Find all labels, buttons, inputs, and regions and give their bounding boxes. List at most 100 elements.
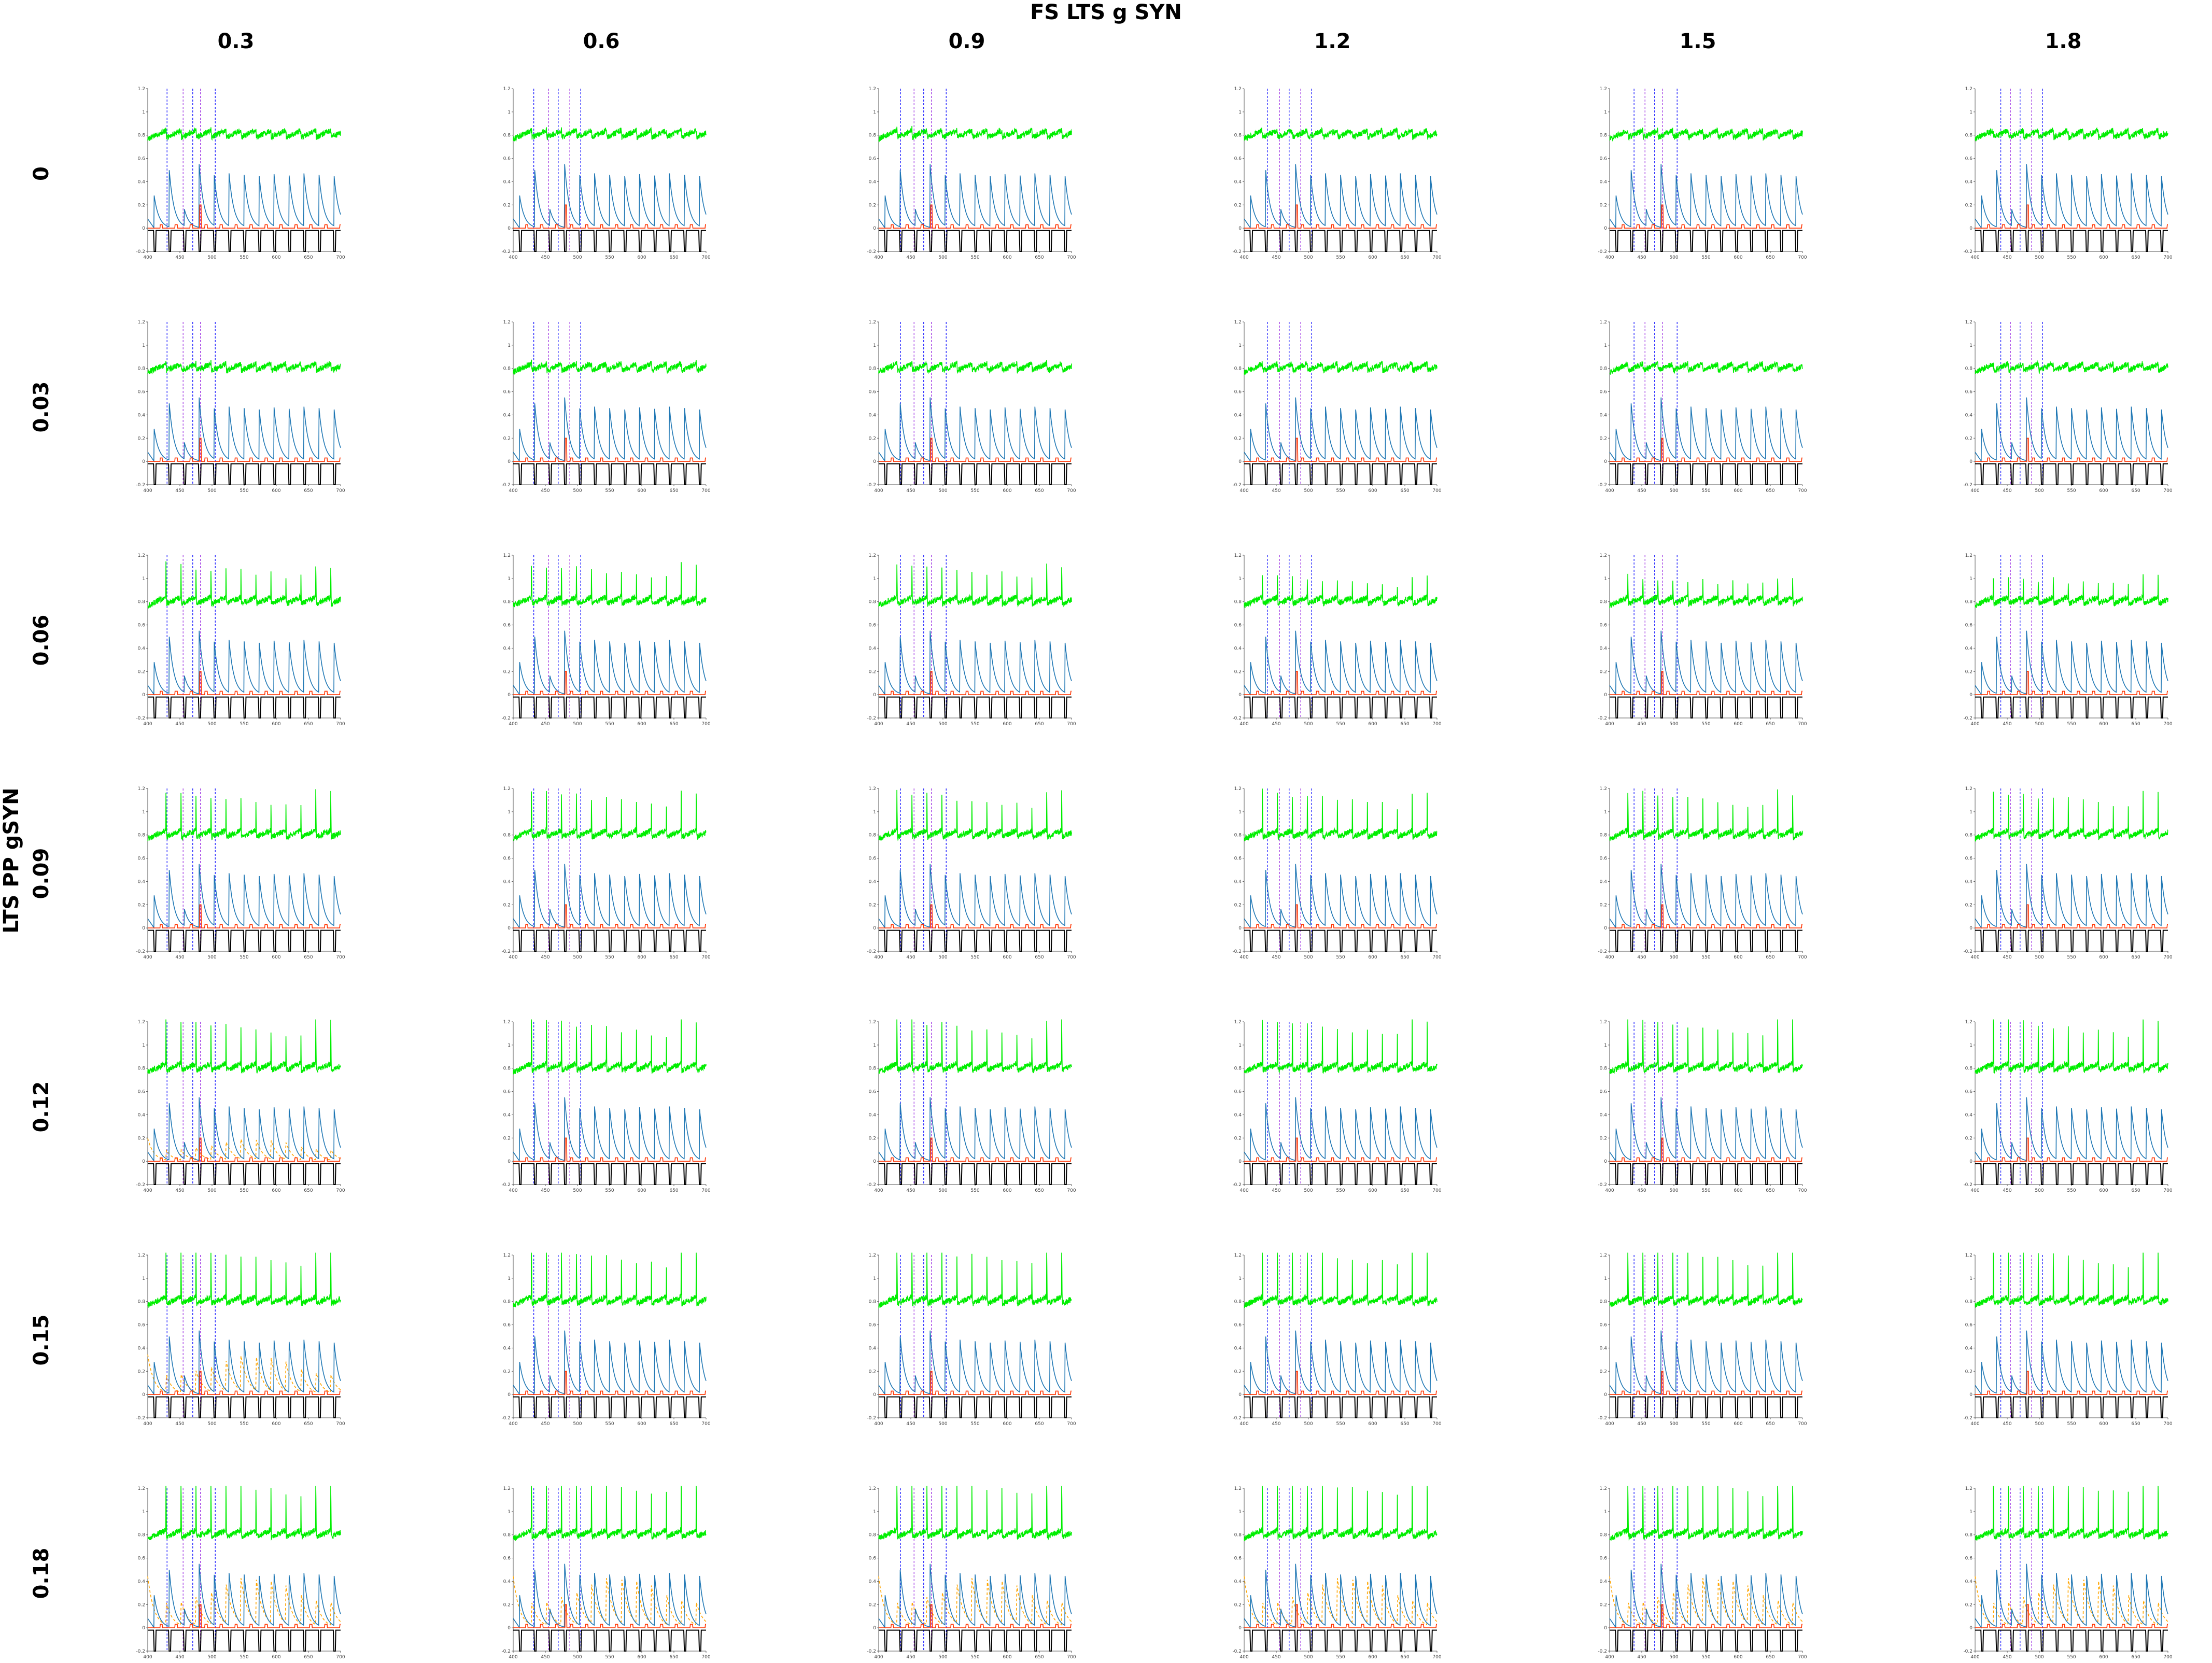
- green-trace: [1244, 126, 1438, 141]
- green-trace: [878, 1019, 1072, 1074]
- x-tick-label: 650: [304, 722, 313, 727]
- x-tick-label: 700: [2163, 722, 2172, 727]
- x-tick-label: 650: [669, 722, 678, 727]
- x-tick-label: 400: [1605, 1188, 1614, 1193]
- red-trace: [879, 1137, 1072, 1162]
- y-tick-label: 1.2: [1234, 1486, 1242, 1491]
- blue-trace: [513, 864, 707, 929]
- x-tick-label: 550: [239, 1655, 248, 1660]
- y-tick-label: 0.6: [1600, 623, 1608, 628]
- axes-frame: [878, 88, 1072, 251]
- y-tick-label: 0.8: [1600, 1066, 1608, 1071]
- y-tick-label: 1: [142, 1276, 145, 1281]
- panel-plot: -0.2 0 0.2 0.4 0.6 0.8 1 1.2 400 450 500 550 600 650 7…: [1598, 87, 1807, 260]
- y-tick-label: 1: [508, 809, 511, 814]
- y-tick-label: 0: [873, 459, 876, 464]
- y-tick-label: 0.6: [1965, 1556, 1973, 1561]
- y-tick-label: 1: [142, 809, 145, 814]
- x-tick-label: 550: [2067, 255, 2076, 260]
- black-trace: [1975, 1163, 2168, 1185]
- panel-plot: -0.2 0 0.2 0.4 0.6 0.8 1 1.2 400 450 500 550 600 650 7…: [1232, 553, 1441, 727]
- black-trace: [148, 1163, 341, 1185]
- x-tick-label: 650: [1400, 722, 1409, 727]
- y-tick-label: 0: [1238, 1392, 1242, 1398]
- y-tick-label: 0.2: [138, 903, 145, 908]
- x-tick-label: 600: [272, 1421, 280, 1427]
- y-tick-label: 1.2: [1600, 1486, 1607, 1491]
- x-tick-label: 650: [1766, 255, 1774, 260]
- x-tick-label: 450: [906, 1421, 915, 1427]
- y-tick-label: 0: [1238, 226, 1242, 231]
- axes-frame: [513, 555, 706, 718]
- x-tick-label: 500: [1669, 255, 1678, 260]
- blue-trace: [147, 1097, 341, 1162]
- x-tick-label: 700: [2163, 488, 2172, 494]
- y-tick-label: 1.2: [503, 1253, 511, 1258]
- y-tick-label: -0.2: [501, 1649, 511, 1654]
- panel-plot: -0.2 0 0.2 0.4 0.6 0.8 1 1.2 400 450 500 550 600 650 7…: [1963, 1019, 2172, 1193]
- x-tick-label: 550: [1336, 1655, 1345, 1660]
- panel-plot: -0.2 0 0.2 0.4 0.6 0.8 1 1.2 400 450 500 550 600 650 7…: [1598, 786, 1807, 960]
- y-tick-label: 0.8: [1600, 366, 1608, 371]
- x-tick-label: 700: [1798, 1421, 1807, 1427]
- panel-plot: -0.2 0 0.2 0.4 0.6 0.8 1 1.2 400 450 500 550 600 650 7…: [136, 87, 345, 260]
- y-tick-label: 1.2: [1600, 786, 1607, 792]
- y-tick-label: 1: [1238, 1509, 1242, 1514]
- black-trace: [1975, 696, 2168, 718]
- black-trace: [1610, 1396, 1802, 1418]
- x-tick-label: 550: [1336, 488, 1345, 494]
- blue-trace: [513, 630, 707, 696]
- y-tick-label: 1: [1238, 1276, 1242, 1281]
- y-tick-label: 0: [1238, 1626, 1242, 1631]
- x-tick-label: 650: [1035, 955, 1044, 960]
- y-tick-label: 0.8: [1965, 1299, 1973, 1304]
- axes-frame: [147, 1021, 341, 1185]
- y-tick-label: 1: [508, 1042, 511, 1048]
- y-tick-label: 0.6: [138, 156, 146, 161]
- y-tick-label: 0: [873, 1626, 876, 1631]
- blue-trace: [1975, 864, 2168, 929]
- y-tick-label: 0.4: [1600, 413, 1608, 418]
- green-trace: [147, 359, 341, 375]
- x-tick-label: 700: [1432, 722, 1441, 727]
- row-label-4: 0.12: [30, 1081, 53, 1133]
- blue-trace: [1244, 864, 1438, 929]
- y-tick-label: -0.2: [1963, 1182, 1973, 1188]
- axes-frame: [513, 1488, 706, 1651]
- black-trace: [1610, 463, 1802, 485]
- black-trace: [513, 230, 706, 252]
- blue-trace: [1244, 1330, 1438, 1396]
- y-tick-label: 0.8: [503, 366, 511, 371]
- panel-plot: -0.2 0 0.2 0.4 0.6 0.8 1 1.2 400 450 500 550 600 650 7…: [501, 553, 710, 727]
- x-tick-label: 450: [1272, 1655, 1280, 1660]
- y-tick-label: 0.4: [138, 413, 146, 418]
- y-tick-label: 0.4: [1600, 1346, 1608, 1351]
- y-tick-label: 0.4: [503, 879, 511, 884]
- x-tick-label: 500: [207, 1421, 216, 1427]
- x-tick-label: 450: [2003, 488, 2011, 494]
- x-tick-label: 450: [1637, 1421, 1646, 1427]
- x-tick-label: 450: [906, 722, 915, 727]
- green-trace: [1609, 789, 1803, 841]
- y-tick-label: 1: [873, 576, 876, 581]
- blue-trace: [147, 1563, 341, 1629]
- red-trace: [513, 671, 706, 695]
- x-tick-label: 450: [175, 1421, 184, 1427]
- y-tick-label: 0.4: [138, 1346, 146, 1351]
- x-tick-label: 450: [175, 255, 184, 260]
- x-tick-label: 550: [2067, 955, 2076, 960]
- x-tick-label: 450: [175, 955, 184, 960]
- x-tick-label: 650: [1400, 1655, 1409, 1660]
- panel-plot: -0.2 0 0.2 0.4 0.6 0.8 1 1.2 400 450 500 550 600 650 7…: [867, 320, 1076, 494]
- y-tick-label: 0: [1238, 1159, 1242, 1164]
- x-tick-label: 700: [1067, 1421, 1076, 1427]
- y-tick-label: 0.8: [869, 1066, 877, 1071]
- blue-trace: [1244, 397, 1438, 462]
- axes-frame: [147, 1255, 341, 1418]
- y-tick-label: 0: [142, 926, 145, 931]
- y-tick-label: -0.2: [136, 483, 145, 488]
- x-tick-label: 500: [1304, 722, 1313, 727]
- green-trace: [1975, 360, 2168, 374]
- axes-frame: [513, 321, 706, 485]
- y-tick-label: 0.8: [138, 833, 146, 838]
